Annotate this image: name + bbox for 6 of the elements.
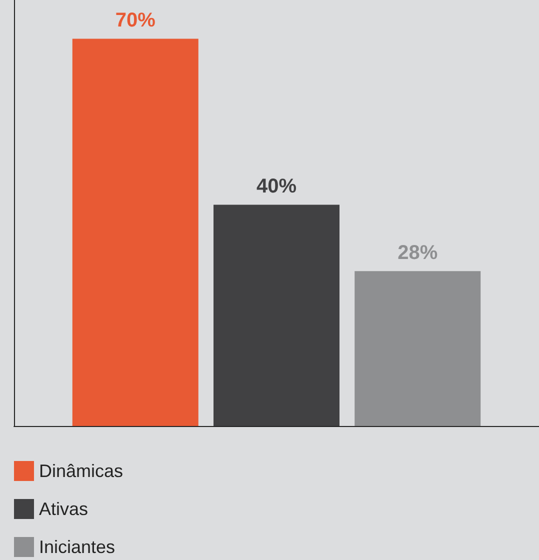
data-label: 28% xyxy=(398,242,438,264)
data-label: 40% xyxy=(256,176,297,198)
legend-label: Iniciantes xyxy=(39,537,116,557)
legend-label: Ativas xyxy=(39,499,88,519)
legend-label: Dinâmicas xyxy=(39,461,124,481)
data-label: 70% xyxy=(115,10,156,32)
